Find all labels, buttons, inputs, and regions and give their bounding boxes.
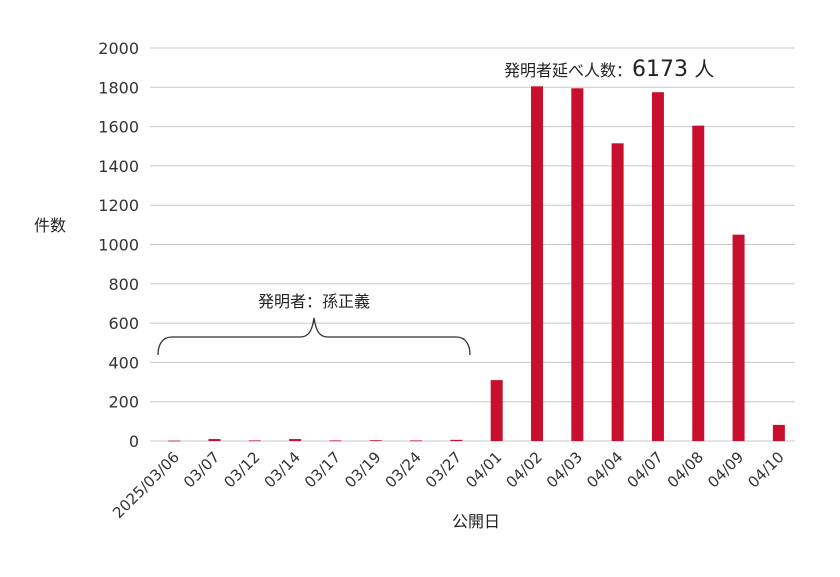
x-tick-label: 04/01 [462, 448, 505, 491]
bar [611, 143, 624, 442]
bar [208, 439, 221, 441]
x-tick-label: 04/03 [543, 448, 586, 491]
y-tick-label: 200 [108, 393, 139, 412]
bar [410, 440, 423, 442]
y-axis-label: 件数 [34, 216, 66, 235]
bar [248, 440, 261, 442]
x-tick-label: 03/12 [220, 448, 263, 491]
bar [289, 439, 302, 441]
total-prefix: 発明者延べ人数： [504, 61, 632, 80]
bar [732, 234, 745, 441]
x-tick-label: 04/09 [704, 448, 747, 491]
y-tick-label: 0 [129, 432, 139, 451]
x-tick-label: 03/24 [382, 448, 425, 491]
total-suffix: 人 [688, 57, 714, 81]
x-tick-label: 03/07 [180, 448, 223, 491]
x-tick-label: 03/17 [301, 448, 344, 491]
y-tick-label: 600 [108, 314, 139, 333]
y-tick-label: 400 [108, 353, 139, 372]
x-tick-label: 04/02 [503, 448, 546, 491]
total-inventors-annotation: 発明者延べ人数：6173 人 [504, 57, 714, 82]
x-tick-label: 04/04 [583, 448, 626, 491]
bars [168, 86, 785, 442]
gridlines [150, 47, 795, 442]
x-tick-label: 04/07 [623, 448, 666, 491]
x-tick-label: 04/10 [744, 448, 787, 491]
x-axis-ticks: 2025/03/0603/0703/1203/1403/1703/1903/24… [109, 448, 788, 522]
bracket-label: 発明者：孫正義 [258, 292, 370, 311]
bar [329, 440, 342, 442]
y-tick-label: 1000 [98, 236, 139, 255]
y-tick-label: 1400 [98, 157, 139, 176]
bar [651, 92, 664, 442]
y-tick-label: 1600 [98, 118, 139, 137]
x-tick-label: 04/08 [664, 448, 707, 491]
bar [531, 86, 543, 441]
y-tick-label: 1800 [98, 78, 139, 97]
x-tick-label: 03/27 [422, 448, 465, 491]
x-tick-label: 03/14 [261, 448, 304, 491]
curly-brace [157, 317, 471, 356]
y-tick-label: 1200 [98, 196, 139, 215]
bar [369, 440, 382, 442]
x-tick-label: 2025/03/06 [109, 448, 183, 522]
bar [772, 424, 785, 441]
y-axis-ticks: 0 200 400 600 800 1000 1200 1400 1600 1800 2000 [98, 39, 139, 451]
y-tick-label: 2000 [98, 39, 139, 58]
bar [490, 380, 503, 441]
x-tick-label: 03/19 [341, 448, 384, 491]
total-value: 6173 [632, 57, 688, 82]
bar [571, 88, 584, 441]
bar [692, 125, 705, 442]
bar [450, 439, 463, 441]
bar [168, 440, 181, 442]
x-axis-label: 公開日 [452, 512, 500, 531]
y-tick-label: 800 [108, 275, 139, 294]
